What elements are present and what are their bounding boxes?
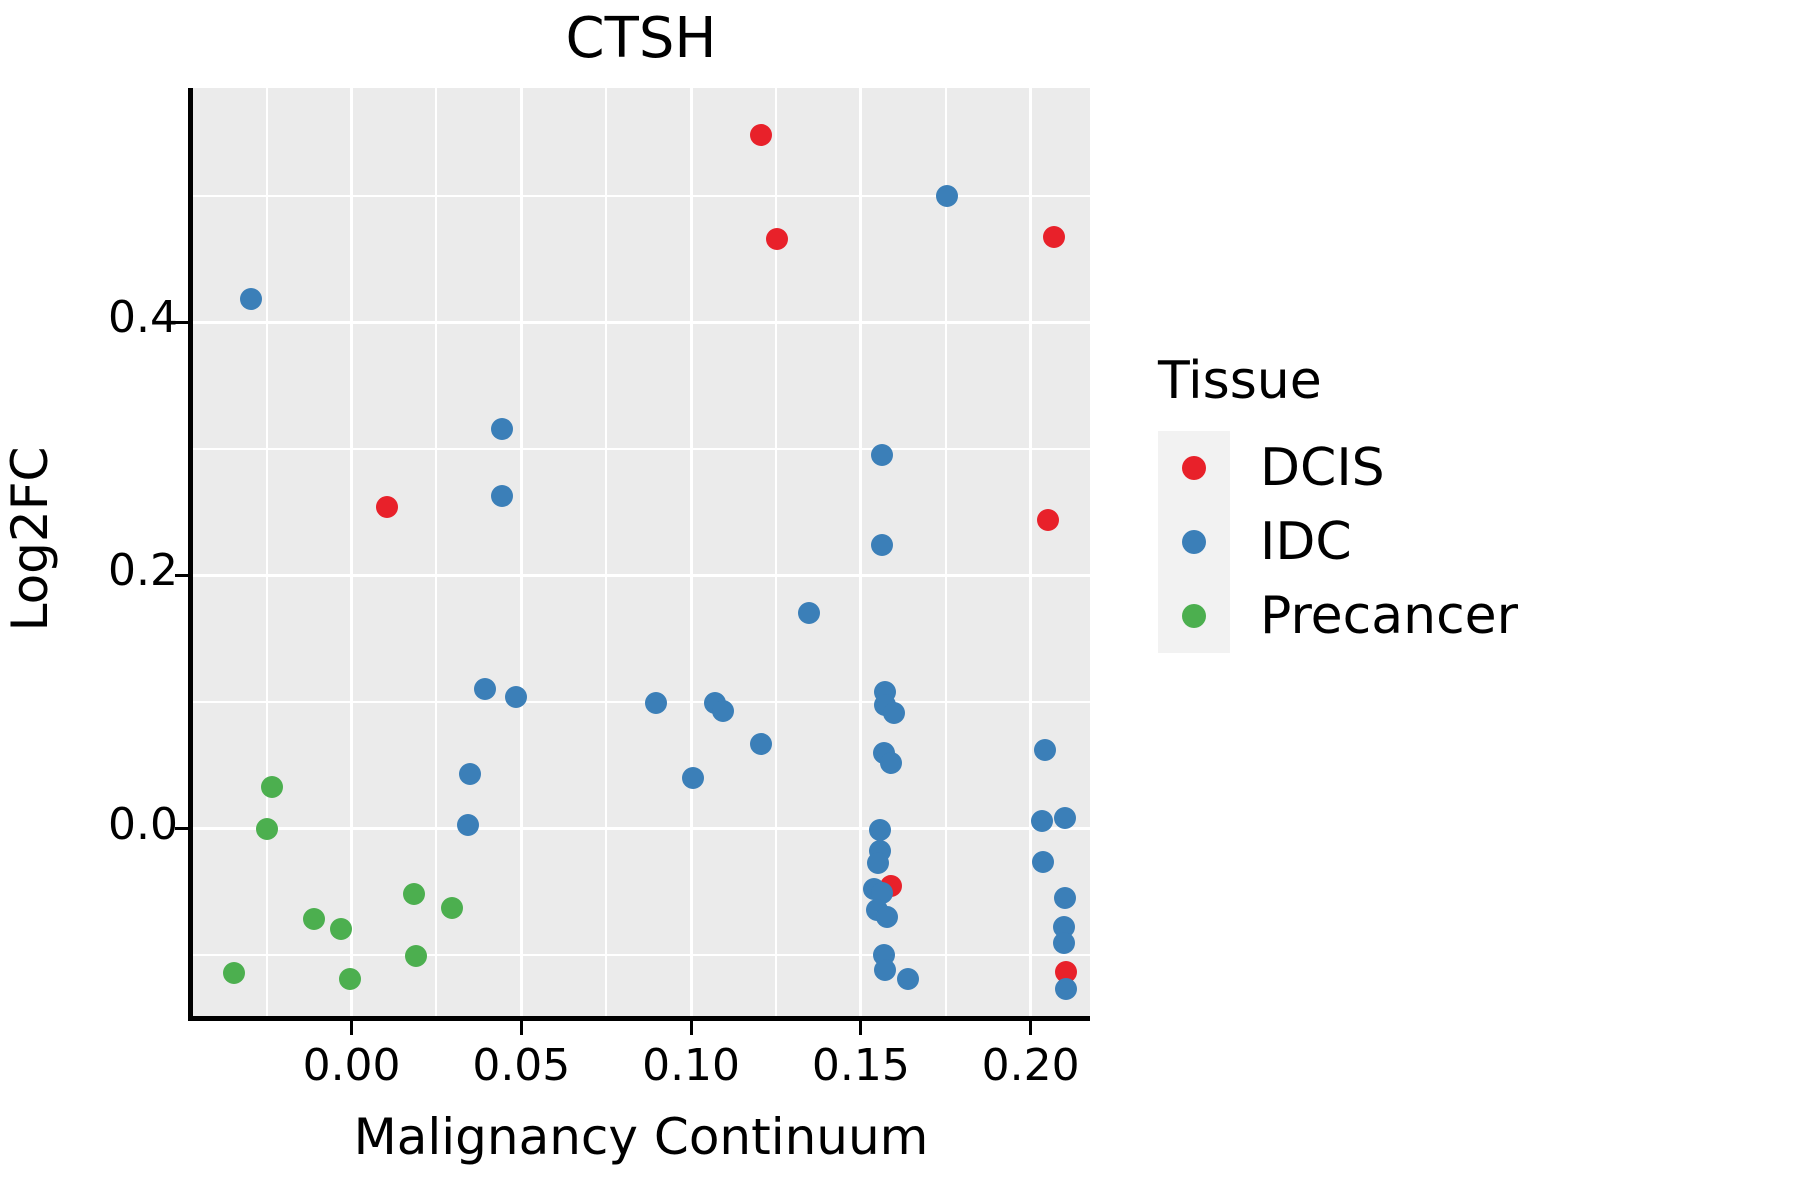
scatter-point-precancer bbox=[440, 897, 463, 920]
x-axis-line bbox=[188, 1016, 1090, 1021]
scatter-point-idc bbox=[681, 766, 704, 789]
scatter-point-idc bbox=[1034, 739, 1057, 762]
scatter-point-idc bbox=[883, 702, 906, 725]
y-tick-label: 0.0 bbox=[108, 798, 178, 850]
x-axis-tick bbox=[350, 1021, 354, 1035]
x-axis-label: Malignancy Continuum bbox=[353, 1108, 929, 1166]
gridline-horizontal bbox=[192, 320, 1090, 324]
scatter-point-idc bbox=[240, 288, 263, 311]
scatter-point-dcis bbox=[749, 123, 772, 146]
y-tick-label: 0.2 bbox=[108, 545, 178, 597]
scatter-point-idc bbox=[473, 678, 496, 701]
scatter-point-dcis bbox=[1036, 508, 1059, 531]
scatter-point-idc bbox=[1032, 850, 1055, 873]
scatter-point-idc bbox=[874, 959, 897, 982]
scatter-point-idc bbox=[645, 692, 668, 715]
legend-item-idc[interactable]: IDC bbox=[1150, 505, 1620, 579]
x-axis-tick bbox=[859, 1021, 863, 1035]
legend-key-swatch bbox=[1158, 579, 1230, 653]
gridline-vertical-minor bbox=[774, 88, 777, 1016]
y-axis-tick bbox=[175, 827, 189, 831]
gridline-vertical bbox=[350, 88, 354, 1016]
gridline-horizontal bbox=[192, 827, 1090, 831]
legend-items: DCIS IDC Precancer bbox=[1150, 431, 1620, 653]
legend: Tissue DCIS IDC Precancer bbox=[1150, 355, 1620, 653]
scatter-point-idc bbox=[936, 184, 959, 207]
scatter-point-idc bbox=[490, 484, 513, 507]
legend-key-swatch bbox=[1158, 505, 1230, 579]
scatter-point-idc bbox=[490, 417, 513, 440]
gridline-vertical bbox=[689, 88, 693, 1016]
x-axis-tick bbox=[519, 1021, 523, 1035]
scatter-point-precancer bbox=[260, 775, 283, 798]
gridline-horizontal-minor bbox=[192, 954, 1090, 957]
scatter-point-idc bbox=[457, 813, 480, 836]
legend-label: IDC bbox=[1260, 512, 1352, 572]
gridline-vertical bbox=[859, 88, 863, 1016]
gridline-vertical-minor bbox=[435, 88, 438, 1016]
scatter-point-idc bbox=[866, 851, 889, 874]
x-tick-label: 0.05 bbox=[472, 1040, 571, 1091]
scatter-point-precancer bbox=[338, 968, 361, 991]
scatter-point-idc bbox=[870, 534, 893, 557]
legend-dot-icon bbox=[1182, 456, 1206, 480]
scatter-point-idc bbox=[869, 818, 892, 841]
scatter-point-idc bbox=[870, 444, 893, 467]
gridline-vertical bbox=[1029, 88, 1033, 1016]
scatter-point-idc bbox=[1053, 807, 1076, 830]
scatter-point-dcis bbox=[1055, 960, 1078, 983]
gridline-horizontal-minor bbox=[192, 194, 1090, 197]
legend-item-dcis[interactable]: DCIS bbox=[1150, 431, 1620, 505]
legend-dot-icon bbox=[1182, 604, 1206, 628]
legend-label: DCIS bbox=[1260, 438, 1385, 498]
scatter-point-idc bbox=[897, 968, 920, 991]
y-axis-tick bbox=[175, 573, 189, 577]
chart-title: CTSH bbox=[565, 6, 717, 71]
gridline-horizontal-minor bbox=[192, 701, 1090, 704]
scatter-point-idc bbox=[880, 751, 903, 774]
gridline-vertical-minor bbox=[605, 88, 608, 1016]
scatter-point-idc bbox=[505, 685, 528, 708]
scatter-point-precancer bbox=[255, 817, 278, 840]
gridline-vertical bbox=[519, 88, 523, 1016]
y-axis-label: Log2FC bbox=[1, 446, 59, 632]
plot-panel bbox=[192, 88, 1090, 1016]
scatter-point-idc bbox=[798, 602, 821, 625]
x-tick-label: 0.15 bbox=[811, 1040, 910, 1091]
scatter-point-idc bbox=[1031, 810, 1054, 833]
scatter-point-precancer bbox=[223, 961, 246, 984]
legend-dot-icon bbox=[1182, 530, 1206, 554]
scatter-point-idc bbox=[1053, 887, 1076, 910]
scatter-point-idc bbox=[711, 699, 734, 722]
x-tick-label: 0.00 bbox=[302, 1040, 401, 1091]
x-axis-tick bbox=[689, 1021, 693, 1035]
y-axis-line bbox=[188, 88, 193, 1021]
gridline-vertical-minor bbox=[944, 88, 947, 1016]
scatter-point-precancer bbox=[405, 945, 428, 968]
legend-key-swatch bbox=[1158, 431, 1230, 505]
scatter-point-dcis bbox=[376, 496, 399, 519]
x-tick-label: 0.10 bbox=[642, 1040, 741, 1091]
scatter-point-idc bbox=[459, 763, 482, 786]
y-axis-tick bbox=[175, 320, 189, 324]
scatter-point-dcis bbox=[1043, 226, 1066, 249]
scatter-point-idc bbox=[875, 906, 898, 929]
x-axis-tick bbox=[1029, 1021, 1033, 1035]
gridline-vertical-minor bbox=[265, 88, 268, 1016]
scatter-point-idc bbox=[1052, 931, 1075, 954]
scatter-point-precancer bbox=[403, 883, 426, 906]
scatter-point-precancer bbox=[303, 907, 326, 930]
x-tick-label: 0.20 bbox=[981, 1040, 1080, 1091]
legend-label: Precancer bbox=[1260, 586, 1519, 646]
scatter-point-dcis bbox=[765, 227, 788, 250]
legend-title: Tissue bbox=[1158, 351, 1322, 411]
scatter-point-precancer bbox=[330, 917, 353, 940]
gridline-horizontal bbox=[192, 573, 1090, 577]
y-tick-label: 0.4 bbox=[108, 292, 178, 344]
gridline-horizontal-minor bbox=[192, 447, 1090, 450]
legend-item-precancer[interactable]: Precancer bbox=[1150, 579, 1620, 653]
scatter-point-idc bbox=[1054, 978, 1077, 1001]
scatter-point-idc bbox=[749, 732, 772, 755]
